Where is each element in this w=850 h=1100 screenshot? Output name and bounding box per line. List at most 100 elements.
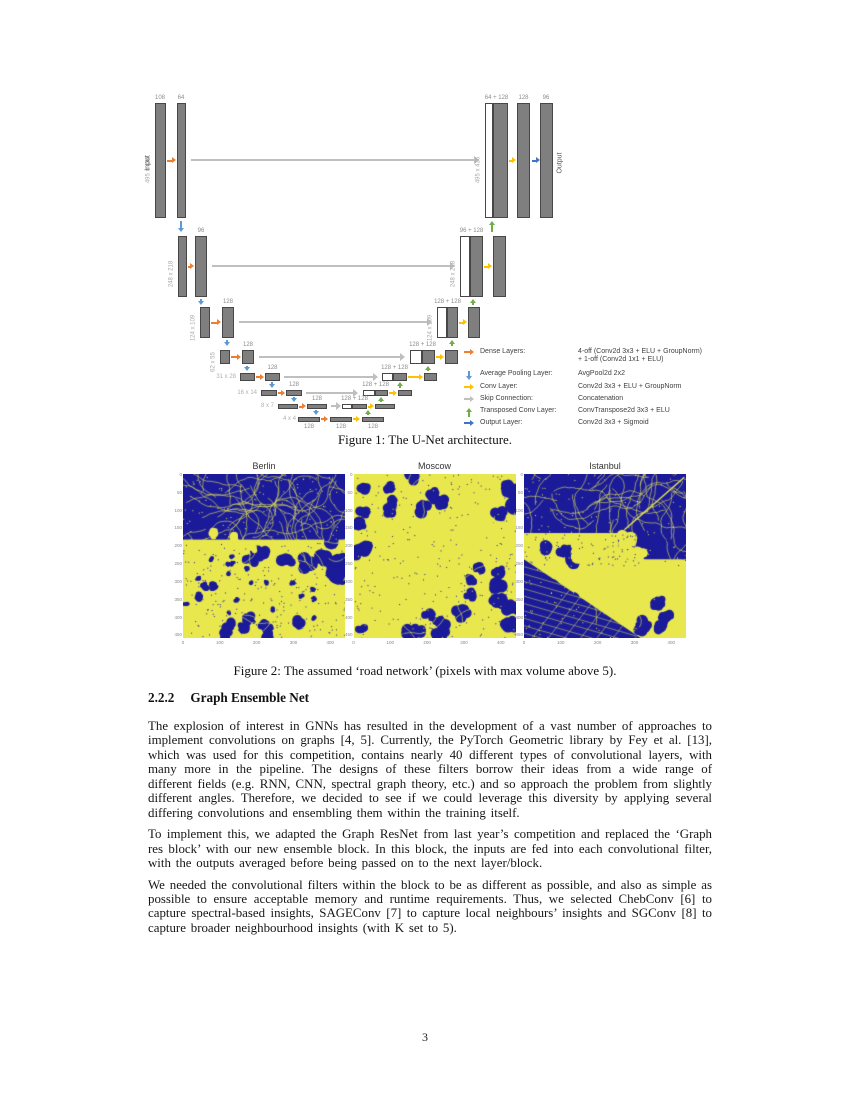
y-axis-tick: 350	[515, 596, 523, 602]
y-axis-tick: 100	[174, 507, 182, 513]
x-axis-tick: 100	[386, 640, 395, 645]
x-axis-tick: 200	[252, 640, 261, 645]
x-axis-tick: 400	[497, 640, 505, 645]
feature-map-bar	[393, 373, 407, 381]
channel-count-label: 128	[311, 396, 323, 402]
feature-map-bar	[307, 404, 327, 409]
channel-count-label: 128	[267, 365, 278, 371]
paragraph: We needed the convolutional filters with…	[148, 877, 712, 935]
x-axis-tick: 100	[216, 640, 224, 645]
concat-channels-label: 128 + 128	[362, 382, 389, 388]
legend-value: Conv2d 3x3 + Sigmoid	[578, 419, 649, 426]
x-axis-tick: 0	[522, 640, 526, 645]
map-canvas-moscow	[353, 474, 516, 638]
y-axis-tick: 400	[174, 614, 182, 620]
feature-map-bar	[493, 103, 508, 218]
concat-channels-label: 96 + 128	[459, 228, 484, 234]
feature-map-bar	[424, 373, 437, 381]
x-axis-tick: 200	[423, 640, 431, 645]
y-axis-tick: 200	[174, 543, 182, 549]
y-axis-tick: 450	[344, 632, 353, 638]
legend-value: Conv2d 3x3 + ELU + GroupNorm	[578, 383, 682, 390]
channel-count-label: 128	[288, 382, 300, 388]
feature-map-bar	[177, 103, 186, 218]
concat-feature-bar	[342, 404, 352, 409]
spatial-size-label: 31 x 28	[216, 373, 236, 380]
y-axis-tick: 300	[344, 578, 353, 584]
y-axis-tick: 50	[517, 489, 523, 495]
feature-map-bar	[261, 390, 277, 396]
x-axis-tick: 400	[667, 640, 676, 645]
y-axis-tick: 150	[344, 525, 353, 531]
feature-map-bar	[155, 103, 166, 218]
feature-map-bar	[278, 404, 298, 409]
y-axis-tick: 50	[347, 489, 353, 495]
y-axis-tick: 200	[344, 543, 353, 549]
feature-map-bar	[447, 307, 458, 338]
channel-count-label: 128	[335, 424, 347, 430]
feature-map-bar	[375, 390, 388, 396]
channel-count-label: 64	[177, 95, 185, 101]
y-axis-tick: 350	[174, 596, 182, 602]
figure2-caption: Figure 2: The assumed ‘road network’ (pi…	[233, 663, 617, 678]
feature-map-bar	[517, 103, 530, 218]
y-axis-tick: 300	[174, 578, 182, 584]
concat-feature-bar	[382, 373, 393, 381]
feature-map-bar	[286, 390, 302, 396]
y-axis-tick: 350	[344, 596, 353, 602]
feature-map-bar	[195, 236, 207, 297]
page-number: 3	[422, 1030, 428, 1044]
channel-count-label: 108	[154, 95, 166, 101]
legend-value: ConvTranspose2d 3x3 + ELU	[578, 407, 670, 414]
y-axis-tick: 0	[520, 472, 523, 477]
y-axis-tick: 150	[515, 525, 523, 531]
channel-count-label: 128	[222, 299, 234, 305]
map-canvas-berlin	[183, 474, 345, 638]
concat-channels-label: 128 + 128	[409, 342, 436, 348]
body-text: The explosion of interest in GNNs has re…	[148, 719, 712, 942]
legend-label: Dense Layers:	[480, 348, 526, 355]
y-axis-tick: 100	[344, 507, 353, 513]
spatial-size-label: 16 x 14	[237, 389, 257, 396]
x-axis-tick: 300	[289, 640, 298, 645]
legend-value: Concatenation	[578, 395, 624, 402]
x-axis-tick: 100	[557, 640, 565, 645]
map-title: Berlin	[252, 461, 276, 471]
channel-count-label: 128	[367, 424, 379, 430]
spatial-size-label: 4 x 4	[282, 416, 296, 422]
y-axis-tick: 400	[344, 614, 353, 620]
y-axis-tick: 0	[349, 472, 353, 477]
feature-map-bar	[242, 350, 254, 364]
y-axis-tick: 100	[515, 507, 523, 513]
concat-channels-label: 128 + 128	[341, 396, 368, 402]
x-axis-tick: 300	[630, 640, 639, 645]
legend-value: AvgPool2d 2x2	[578, 370, 625, 377]
channel-count-label: 128	[242, 342, 254, 348]
concat-feature-bar	[460, 236, 470, 297]
x-axis-tick: 0	[352, 640, 355, 645]
legend-label: Transposed Conv Layer:	[480, 407, 557, 414]
channel-count-label: 128	[518, 95, 529, 101]
y-axis-tick: 150	[174, 525, 182, 531]
feature-map-bar	[445, 350, 458, 364]
legend-label: Skip Connection:	[480, 395, 533, 402]
feature-map-bar	[362, 417, 384, 422]
feature-map-bar	[240, 373, 255, 381]
feature-map-bar	[200, 307, 210, 338]
feature-map-bar	[265, 373, 280, 381]
y-axis-tick: 0	[179, 472, 182, 477]
feature-map-bar	[493, 236, 506, 297]
y-axis-tick: 300	[515, 578, 523, 584]
concat-feature-bar	[485, 103, 493, 218]
x-axis-tick: 300	[460, 640, 468, 645]
section-title: Graph Ensemble Net	[190, 690, 310, 705]
x-axis-tick: 400	[326, 640, 335, 645]
concat-feature-bar	[437, 307, 447, 338]
legend-label: Conv Layer:	[480, 383, 518, 390]
feature-map-bar	[540, 103, 553, 218]
concat-channels-label: 64 + 128	[484, 95, 509, 101]
section-number: 2.2.2	[148, 690, 175, 705]
map-title: Moscow	[417, 461, 451, 471]
y-axis-tick: 450	[174, 632, 182, 638]
